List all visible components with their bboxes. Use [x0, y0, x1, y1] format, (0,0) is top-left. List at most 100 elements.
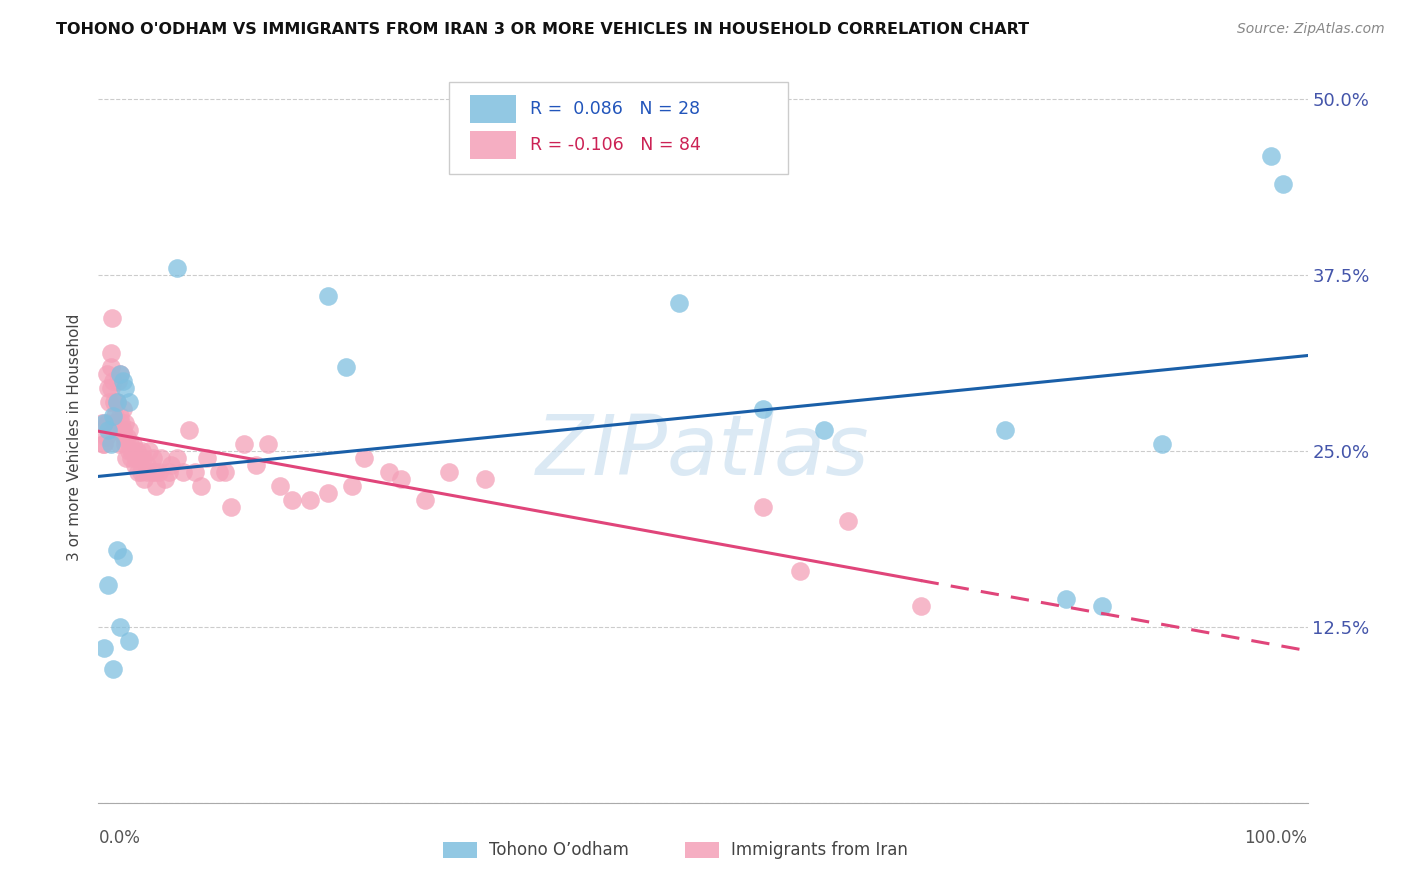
Point [111, 423, 134, 437]
Point [145, 479, 167, 493]
Point [127, 444, 149, 458]
FancyBboxPatch shape [449, 82, 787, 174]
Point [97, 423, 120, 437]
Point [93, 641, 115, 656]
Point [148, 465, 170, 479]
Point [377, 465, 399, 479]
Point [837, 515, 859, 529]
Point [108, 367, 131, 381]
Point [104, 409, 127, 423]
Point [166, 451, 188, 466]
Point [142, 451, 165, 466]
Point [994, 423, 1017, 437]
Point [190, 479, 212, 493]
FancyBboxPatch shape [443, 841, 477, 858]
Point [105, 423, 128, 437]
Point [281, 493, 304, 508]
Point [120, 451, 142, 466]
Point [111, 401, 134, 416]
Point [105, 395, 128, 409]
Point [101, 662, 124, 676]
Point [752, 401, 775, 416]
Point [98, 395, 121, 409]
Point [389, 472, 412, 486]
Point [118, 444, 141, 458]
Point [413, 493, 436, 508]
Point [118, 437, 141, 451]
Point [93, 437, 115, 451]
Point [101, 409, 124, 423]
Text: ZIPatlas: ZIPatlas [536, 411, 870, 492]
Point [94, 430, 117, 444]
Y-axis label: 3 or more Vehicles in Household: 3 or more Vehicles in Household [67, 313, 83, 561]
Point [125, 451, 148, 466]
Point [214, 465, 236, 479]
Text: TOHONO O'ODHAM VS IMMIGRANTS FROM IRAN 3 OR MORE VEHICLES IN HOUSEHOLD CORRELATI: TOHONO O'ODHAM VS IMMIGRANTS FROM IRAN 3… [56, 22, 1029, 37]
Text: Source: ZipAtlas.com: Source: ZipAtlas.com [1237, 22, 1385, 37]
Point [96, 367, 118, 381]
Point [668, 296, 690, 310]
Text: 100.0%: 100.0% [1244, 829, 1308, 847]
Point [97, 381, 120, 395]
Point [100, 310, 122, 325]
Point [132, 451, 155, 466]
Point [184, 465, 207, 479]
Point [789, 564, 811, 578]
Point [108, 409, 131, 423]
Point [299, 493, 322, 508]
Text: R =  0.086   N = 28: R = 0.086 N = 28 [530, 100, 700, 118]
FancyBboxPatch shape [470, 131, 516, 159]
Point [127, 465, 149, 479]
Point [150, 451, 173, 466]
Point [111, 549, 134, 564]
Point [93, 416, 115, 430]
Point [124, 458, 146, 473]
Point [157, 465, 180, 479]
Point [105, 395, 128, 409]
Point [752, 500, 775, 515]
Point [143, 465, 166, 479]
Point [105, 542, 128, 557]
Point [342, 479, 364, 493]
Point [179, 423, 201, 437]
Point [134, 472, 156, 486]
Point [160, 458, 183, 473]
Point [114, 437, 136, 451]
Point [813, 423, 835, 437]
Point [232, 437, 254, 451]
Point [114, 381, 136, 395]
Point [221, 500, 243, 515]
Point [103, 416, 125, 430]
Point [117, 430, 139, 444]
Point [256, 437, 278, 451]
Text: Immigrants from Iran: Immigrants from Iran [731, 840, 908, 859]
Point [474, 472, 496, 486]
Point [335, 359, 357, 374]
Point [153, 472, 176, 486]
Point [1260, 149, 1282, 163]
Point [141, 465, 163, 479]
Point [111, 374, 134, 388]
Point [122, 437, 145, 451]
Point [316, 289, 339, 303]
Point [112, 430, 135, 444]
Point [195, 451, 218, 466]
Point [131, 444, 153, 458]
Point [129, 465, 152, 479]
Point [910, 599, 932, 613]
Point [107, 374, 129, 388]
Point [437, 465, 460, 479]
Point [100, 345, 122, 359]
Point [100, 381, 122, 395]
Point [91, 416, 114, 430]
Point [110, 416, 132, 430]
Point [100, 437, 122, 451]
Point [269, 479, 291, 493]
Text: 0.0%: 0.0% [98, 829, 141, 847]
Point [103, 395, 125, 409]
Point [108, 437, 131, 451]
Point [138, 444, 160, 458]
Text: Tohono O’odham: Tohono O’odham [489, 840, 628, 859]
Point [108, 620, 131, 634]
Point [118, 395, 141, 409]
